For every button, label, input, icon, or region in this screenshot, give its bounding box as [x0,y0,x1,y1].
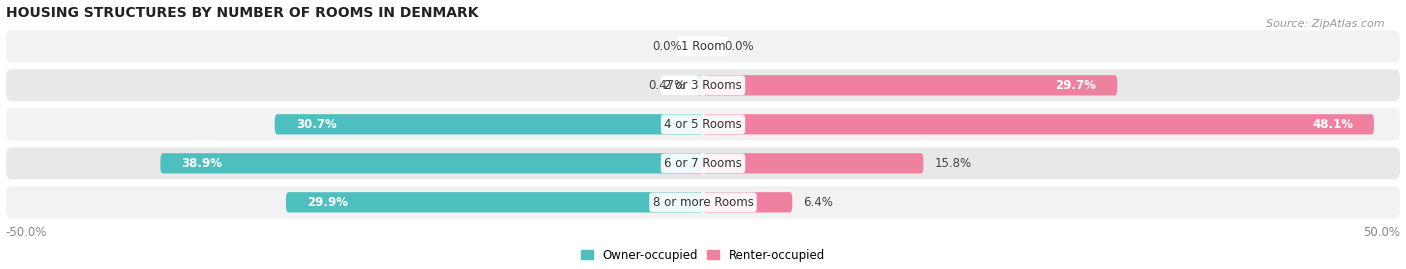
FancyBboxPatch shape [703,153,924,174]
Text: 6 or 7 Rooms: 6 or 7 Rooms [664,157,742,170]
Legend: Owner-occupied, Renter-occupied: Owner-occupied, Renter-occupied [581,249,825,262]
Text: -50.0%: -50.0% [6,226,46,239]
FancyBboxPatch shape [703,75,1118,95]
FancyBboxPatch shape [160,153,703,174]
Text: 8 or more Rooms: 8 or more Rooms [652,196,754,209]
Text: 1 Room: 1 Room [681,40,725,53]
Text: 48.1%: 48.1% [1312,118,1353,131]
Text: HOUSING STRUCTURES BY NUMBER OF ROOMS IN DENMARK: HOUSING STRUCTURES BY NUMBER OF ROOMS IN… [6,6,478,20]
Text: 29.7%: 29.7% [1056,79,1097,92]
FancyBboxPatch shape [6,69,1400,101]
FancyBboxPatch shape [6,108,1400,140]
FancyBboxPatch shape [6,147,1400,179]
FancyBboxPatch shape [285,192,703,213]
Text: 6.4%: 6.4% [803,196,834,209]
Text: 4 or 5 Rooms: 4 or 5 Rooms [664,118,742,131]
FancyBboxPatch shape [274,114,703,134]
Text: 29.9%: 29.9% [307,196,347,209]
FancyBboxPatch shape [703,114,1374,134]
FancyBboxPatch shape [6,186,1400,218]
FancyBboxPatch shape [703,192,792,213]
Text: 0.0%: 0.0% [652,40,682,53]
Text: Source: ZipAtlas.com: Source: ZipAtlas.com [1267,19,1385,29]
Text: 50.0%: 50.0% [1364,226,1400,239]
FancyBboxPatch shape [696,75,703,95]
Text: 15.8%: 15.8% [935,157,972,170]
FancyBboxPatch shape [6,30,1400,62]
Text: 0.47%: 0.47% [648,79,685,92]
Text: 2 or 3 Rooms: 2 or 3 Rooms [664,79,742,92]
Text: 0.0%: 0.0% [724,40,754,53]
Text: 38.9%: 38.9% [181,157,222,170]
Text: 30.7%: 30.7% [295,118,336,131]
